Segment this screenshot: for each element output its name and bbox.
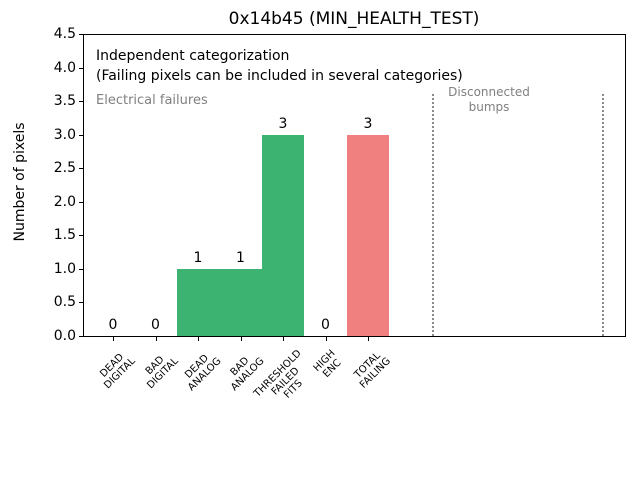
y-tick-mark [79, 268, 83, 270]
y-tick-label: 3.5 [53, 93, 76, 110]
dotted-reference-line [601, 94, 604, 336]
annotation-independent-categorization: Independent categorization [96, 48, 290, 64]
x-tick-mark [325, 337, 327, 341]
y-axis-label: Number of pixels [12, 122, 28, 242]
y-tick-mark [79, 302, 83, 304]
x-tick-label: BAD DIGITAL [143, 354, 181, 392]
value-label: 0 [321, 317, 330, 333]
x-tick-label: DEAD ANALOG [183, 352, 224, 394]
x-tick-mark [240, 337, 242, 341]
value-label: 0 [151, 317, 160, 333]
bar [219, 268, 262, 336]
x-tick-mark [113, 337, 114, 341]
x-tick-label: TOTAL FAILING [352, 350, 393, 391]
y-tick-label: 2.0 [53, 193, 76, 210]
annotation-disconnected-bumps: Disconnected bumps [448, 85, 530, 114]
y-tick-label: 3.0 [53, 126, 76, 143]
value-label: 1 [236, 249, 245, 266]
x-tick-mark [368, 337, 369, 341]
y-tick-mark [79, 336, 83, 337]
y-tick-mark [79, 101, 83, 103]
x-tick-label: DEAD DIGITAL [98, 351, 138, 392]
y-tick-mark [79, 34, 83, 35]
y-tick-mark [79, 134, 83, 136]
y-tick-label: 0.0 [53, 328, 76, 344]
chart-title: 0x14b45 (MIN_HEALTH_TEST) [228, 9, 480, 29]
y-tick-mark [79, 201, 83, 203]
x-tick-label: THRESHOLD FAILED FITS [252, 348, 306, 401]
x-tick-mark [155, 337, 157, 341]
y-tick-label: 1.0 [53, 260, 76, 277]
value-label: 3 [363, 115, 373, 132]
y-tick-label: 4.0 [53, 59, 76, 76]
value-label: 3 [278, 115, 288, 132]
x-tick-mark [198, 337, 199, 341]
value-label: 1 [193, 249, 203, 266]
y-tick-label: 1.5 [53, 227, 76, 244]
value-label: 0 [108, 317, 118, 333]
annotation-electrical-failures: Electrical failures [96, 93, 208, 108]
y-tick-label: 2.5 [53, 160, 76, 177]
bar [176, 268, 220, 336]
bar [261, 134, 305, 336]
x-tick-label: HIGH ENC [311, 348, 344, 381]
y-tick-mark [79, 67, 83, 69]
x-tick-mark [283, 337, 284, 341]
y-tick-label: 4.5 [53, 26, 76, 42]
bar [346, 134, 390, 336]
y-tick-mark [79, 235, 83, 237]
annotation-failing-pixels-note: (Failing pixels can be included in sever… [96, 68, 463, 84]
y-tick-mark [79, 168, 83, 170]
y-tick-label: 0.5 [53, 294, 76, 311]
dotted-reference-line [431, 94, 434, 336]
